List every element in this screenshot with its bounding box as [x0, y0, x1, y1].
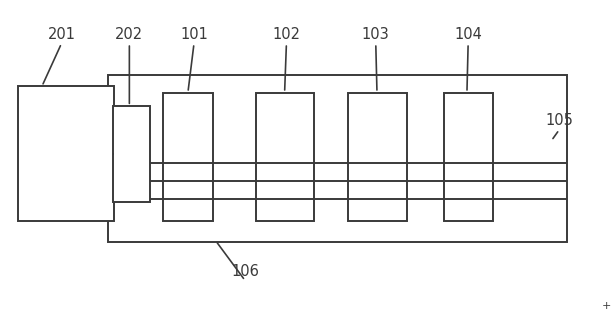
Bar: [18, 86, 114, 221]
Bar: [163, 93, 213, 221]
Bar: [108, 75, 567, 242]
Bar: [113, 106, 150, 202]
Bar: [256, 93, 314, 221]
Text: 102: 102: [272, 27, 301, 42]
Text: 105: 105: [545, 113, 573, 128]
Text: 202: 202: [115, 27, 144, 42]
Text: 106: 106: [231, 264, 259, 279]
Text: 103: 103: [362, 27, 390, 42]
Text: +: +: [602, 300, 612, 311]
Bar: [444, 93, 493, 221]
Text: 201: 201: [47, 27, 76, 42]
Text: 101: 101: [180, 27, 208, 42]
Text: 104: 104: [454, 27, 482, 42]
Bar: [348, 93, 407, 221]
